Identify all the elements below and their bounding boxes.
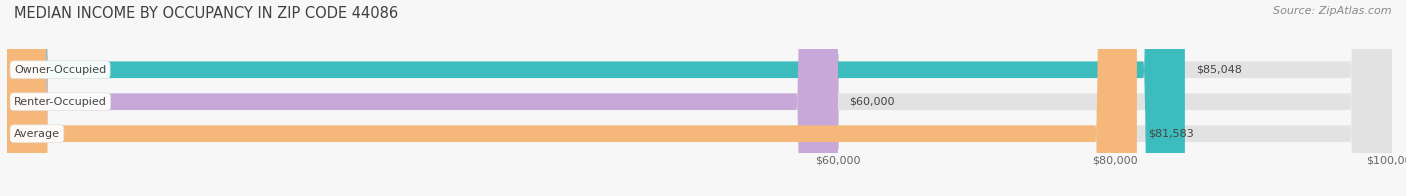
Text: Owner-Occupied: Owner-Occupied — [14, 65, 107, 75]
FancyBboxPatch shape — [7, 0, 1392, 196]
FancyBboxPatch shape — [7, 0, 1392, 196]
FancyBboxPatch shape — [7, 0, 1392, 196]
Text: $85,048: $85,048 — [1197, 65, 1241, 75]
Text: Renter-Occupied: Renter-Occupied — [14, 97, 107, 107]
FancyBboxPatch shape — [7, 0, 1137, 196]
FancyBboxPatch shape — [7, 0, 838, 196]
Text: Source: ZipAtlas.com: Source: ZipAtlas.com — [1274, 6, 1392, 16]
Text: MEDIAN INCOME BY OCCUPANCY IN ZIP CODE 44086: MEDIAN INCOME BY OCCUPANCY IN ZIP CODE 4… — [14, 6, 398, 21]
FancyBboxPatch shape — [7, 0, 1185, 196]
Text: $81,583: $81,583 — [1147, 129, 1194, 139]
Text: $60,000: $60,000 — [849, 97, 894, 107]
Text: Average: Average — [14, 129, 60, 139]
